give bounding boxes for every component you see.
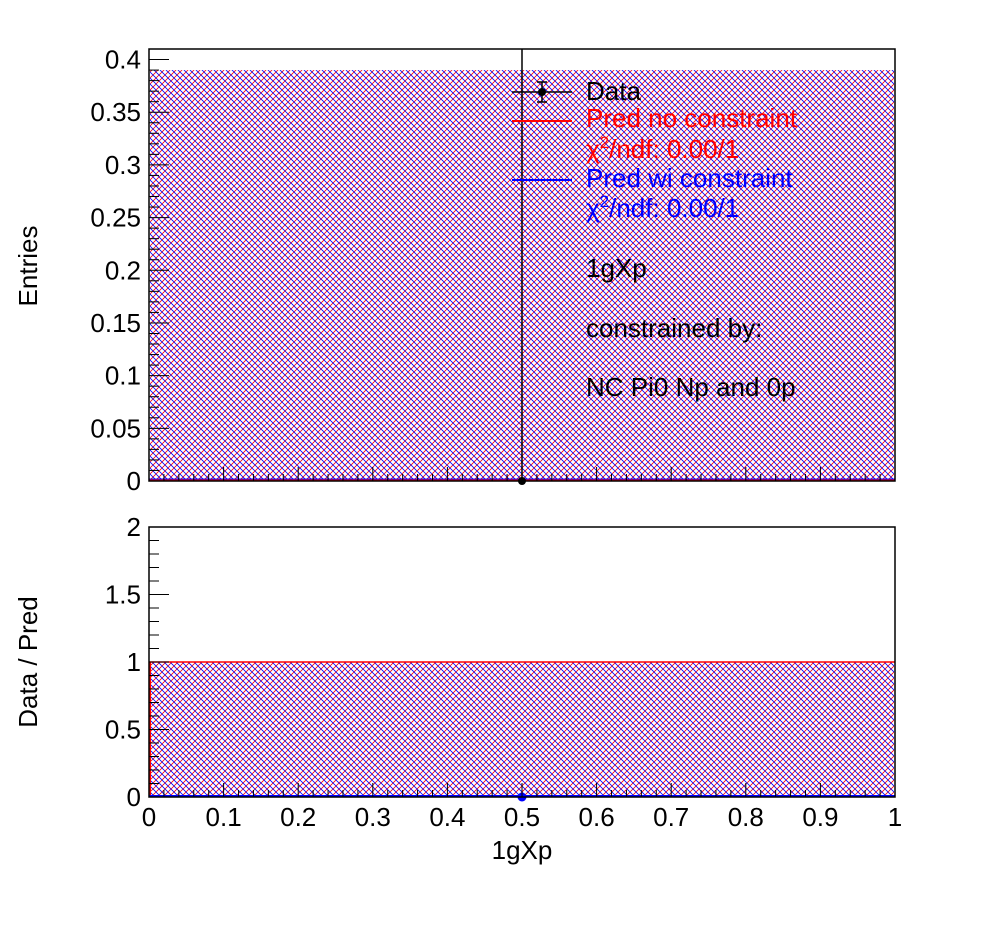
chi-superscript: 2 — [600, 192, 609, 211]
x-axis-label: 1gXp — [492, 835, 553, 865]
chi-symbol: χ — [586, 134, 600, 164]
x-tick-label: 0.6 — [579, 802, 615, 832]
x-tick-label: 1 — [888, 802, 902, 832]
y-tick-label: 1 — [127, 647, 141, 677]
y-tick-label: 0.05 — [90, 413, 141, 443]
x-tick-label: 0.5 — [504, 802, 540, 832]
legend-data-marker — [538, 88, 546, 96]
x-tick-label: 0.7 — [653, 802, 689, 832]
y-tick-label: 0 — [127, 466, 141, 496]
y-tick-label: 0.4 — [105, 45, 141, 75]
legend-chi2-no-constraint: χ2/ndf: 0.00/1 — [586, 133, 739, 164]
legend-label-data: Data — [586, 76, 641, 106]
y-tick-label: 0.35 — [90, 97, 141, 127]
y-tick-label: 0.3 — [105, 150, 141, 180]
y-tick-label: 0.15 — [90, 308, 141, 338]
chi-superscript: 2 — [600, 133, 609, 152]
y-tick-label: 0.1 — [105, 361, 141, 391]
chi-value: /ndf: 0.00/1 — [609, 134, 739, 164]
x-tick-label: 0.9 — [802, 802, 838, 832]
legend-chi2-wi-constraint: χ2/ndf: 0.00/1 — [586, 192, 739, 223]
y-tick-label: 0 — [127, 782, 141, 812]
x-tick-label: 0.4 — [429, 802, 465, 832]
y-tick-label: 0.25 — [90, 203, 141, 233]
x-tick-label: 0.1 — [206, 802, 242, 832]
ratio-uncertainty-band — [150, 662, 894, 797]
legend-note: NC Pi0 Np and 0p — [586, 372, 796, 402]
chi-symbol: χ — [586, 193, 600, 223]
legend-label-pred-wi-constraint: Pred wi constraint — [586, 163, 793, 193]
y-tick-label: 2 — [127, 512, 141, 542]
y-axis-label: Data / Pred — [13, 596, 43, 728]
y-tick-label: 1.5 — [105, 580, 141, 610]
y-tick-label: 0.5 — [105, 715, 141, 745]
y-axis-label: Entries — [13, 226, 43, 307]
x-tick-label: 0 — [142, 802, 156, 832]
legend-label-pred-no-constraint: Pred no constraint — [586, 103, 798, 133]
x-tick-label: 0.2 — [280, 802, 316, 832]
y-tick-label: 0.2 — [105, 255, 141, 285]
legend-note: 1gXp — [586, 253, 647, 283]
legend-note: constrained by: — [586, 313, 762, 343]
x-tick-label: 0.8 — [728, 802, 764, 832]
x-tick-label: 0.3 — [355, 802, 391, 832]
chi-value: /ndf: 0.00/1 — [609, 193, 739, 223]
